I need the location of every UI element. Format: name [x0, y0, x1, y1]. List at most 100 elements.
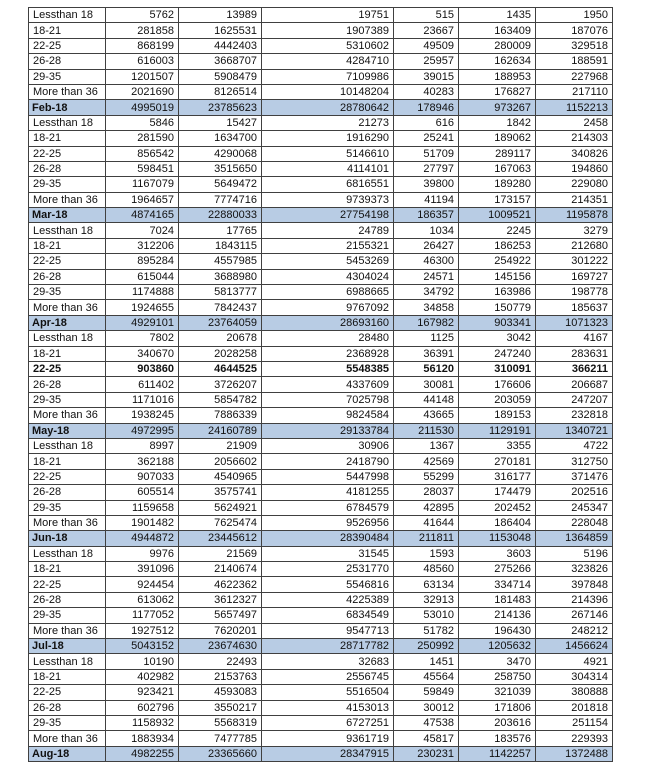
- cell-value: 312750: [535, 453, 613, 470]
- cell-value: 6816551: [261, 176, 394, 193]
- age-detail-row: 29-35 1201507 5908479 7109986 39015 188953 227…: [28, 68, 613, 85]
- month-total-value: 24160789: [178, 422, 262, 439]
- cell-value: 5854782: [178, 391, 262, 409]
- cell-value: 280009: [458, 37, 536, 55]
- cell-value: 316177: [458, 468, 536, 486]
- month-total-value: 1142257: [458, 745, 536, 763]
- cell-value: 7802: [105, 330, 179, 347]
- cell-value: 397848: [535, 576, 613, 593]
- cell-value: 371476: [535, 468, 613, 486]
- cell-value: 7625474: [178, 514, 262, 532]
- cell-value: 41644: [393, 514, 459, 532]
- age-label: 22-25: [28, 145, 106, 162]
- cell-value: 206687: [535, 376, 613, 393]
- cell-value: 214303: [535, 130, 613, 147]
- age-detail-row: 26-28 605514 3575741 4181255 28037 174479 2025…: [28, 484, 613, 501]
- cell-value: 615044: [105, 268, 179, 286]
- age-label: 29-35: [28, 499, 106, 516]
- cell-value: 186253: [458, 237, 536, 255]
- cell-value: 59849: [393, 684, 459, 701]
- age-detail-row: More than 36 1927512 7620201 9547713 51782 19…: [28, 622, 613, 640]
- cell-value: 203059: [458, 391, 536, 409]
- cell-value: 53010: [393, 607, 459, 624]
- age-detail-row: 26-28 615044 3688980 4304024 24571 145156 1697…: [28, 268, 613, 286]
- cell-value: 163986: [458, 284, 536, 301]
- age-label: 26-28: [28, 376, 106, 393]
- cell-value: 5196: [535, 545, 613, 563]
- cell-value: 304314: [535, 668, 613, 686]
- month-total-value: 167982: [393, 314, 459, 332]
- age-detail-row: Lessthan 18 9976 21569 31545 1593 3603 5196: [28, 545, 613, 563]
- cell-value: 23667: [393, 22, 459, 39]
- cell-value: 2368928: [261, 345, 394, 362]
- age-label: 29-35: [28, 391, 106, 409]
- cell-value: 51782: [393, 622, 459, 640]
- cell-value: 4593083: [178, 684, 262, 701]
- cell-value: 9547713: [261, 622, 394, 640]
- cell-value: 48560: [393, 561, 459, 578]
- cell-value: 366211: [535, 360, 613, 378]
- month-total-value: 1372488: [535, 745, 613, 763]
- age-label: 22-25: [28, 360, 106, 378]
- cell-value: 4622362: [178, 576, 262, 593]
- cell-value: 1907389: [261, 22, 394, 39]
- cell-value: 49509: [393, 37, 459, 55]
- cell-value: 613062: [105, 591, 179, 609]
- age-label: 22-25: [28, 253, 106, 270]
- cell-value: 229393: [535, 730, 613, 747]
- cell-value: 5568319: [178, 714, 262, 732]
- age-detail-row: 22-25 868199 4442403 5310602 49509 280009 3295…: [28, 37, 613, 55]
- cell-value: 283631: [535, 345, 613, 362]
- cell-value: 9526956: [261, 514, 394, 532]
- age-detail-row: Lessthan 18 8997 21909 30906 1367 3355 4722: [28, 437, 613, 455]
- cell-value: 28037: [393, 484, 459, 501]
- age-label: 29-35: [28, 284, 106, 301]
- cell-value: 7477785: [178, 730, 262, 747]
- cell-value: 1451: [393, 653, 459, 670]
- cell-value: 56120: [393, 360, 459, 378]
- cell-value: 1842: [458, 114, 536, 132]
- cell-value: 4442403: [178, 37, 262, 55]
- age-detail-row: 18-21 281590 1634700 1916290 25241 189062 2143…: [28, 130, 613, 147]
- age-detail-row: 22-25 895284 4557985 5453269 46300 254922 3012…: [28, 253, 613, 270]
- cell-value: 5813777: [178, 284, 262, 301]
- cell-value: 196430: [458, 622, 536, 640]
- cell-value: 4304024: [261, 268, 394, 286]
- cell-value: 2155321: [261, 237, 394, 255]
- cell-value: 4290068: [178, 145, 262, 162]
- month-total-value: 27754198: [261, 207, 394, 224]
- cell-value: 323826: [535, 561, 613, 578]
- cell-value: 380888: [535, 684, 613, 701]
- month-total-value: 4982255: [105, 745, 179, 763]
- age-label: Lessthan 18: [28, 545, 106, 563]
- cell-value: 1883934: [105, 730, 179, 747]
- age-label: 29-35: [28, 714, 106, 732]
- cell-value: 4167: [535, 330, 613, 347]
- cell-value: 289117: [458, 145, 536, 162]
- cell-value: 616003: [105, 53, 179, 70]
- cell-value: 340670: [105, 345, 179, 362]
- cell-value: 41194: [393, 191, 459, 209]
- cell-value: 214396: [535, 591, 613, 609]
- month-total-value: 1129191: [458, 422, 536, 439]
- cell-value: 5546816: [261, 576, 394, 593]
- cell-value: 903860: [105, 360, 179, 378]
- cell-value: 1125: [393, 330, 459, 347]
- age-detail-row: 18-21 402982 2153763 2556745 45564 258750 3043…: [28, 668, 613, 686]
- month-total-value: 1071323: [535, 314, 613, 332]
- month-total-value: 23674630: [178, 638, 262, 655]
- cell-value: 402982: [105, 668, 179, 686]
- cell-value: 5548385: [261, 360, 394, 378]
- cell-value: 203616: [458, 714, 536, 732]
- age-detail-row: 29-35 1167079 5649472 6816551 39800 189280 229…: [28, 176, 613, 193]
- month-total-value: 23785623: [178, 99, 262, 116]
- age-label: 18-21: [28, 668, 106, 686]
- cell-value: 8126514: [178, 83, 262, 101]
- age-label: 26-28: [28, 160, 106, 178]
- month-total-value: 23764059: [178, 314, 262, 332]
- cell-value: 39015: [393, 68, 459, 85]
- cell-value: 183576: [458, 730, 536, 747]
- cell-value: 3603: [458, 545, 536, 563]
- month-total-value: 1340721: [535, 422, 613, 439]
- month-total-value: 4944872: [105, 530, 179, 547]
